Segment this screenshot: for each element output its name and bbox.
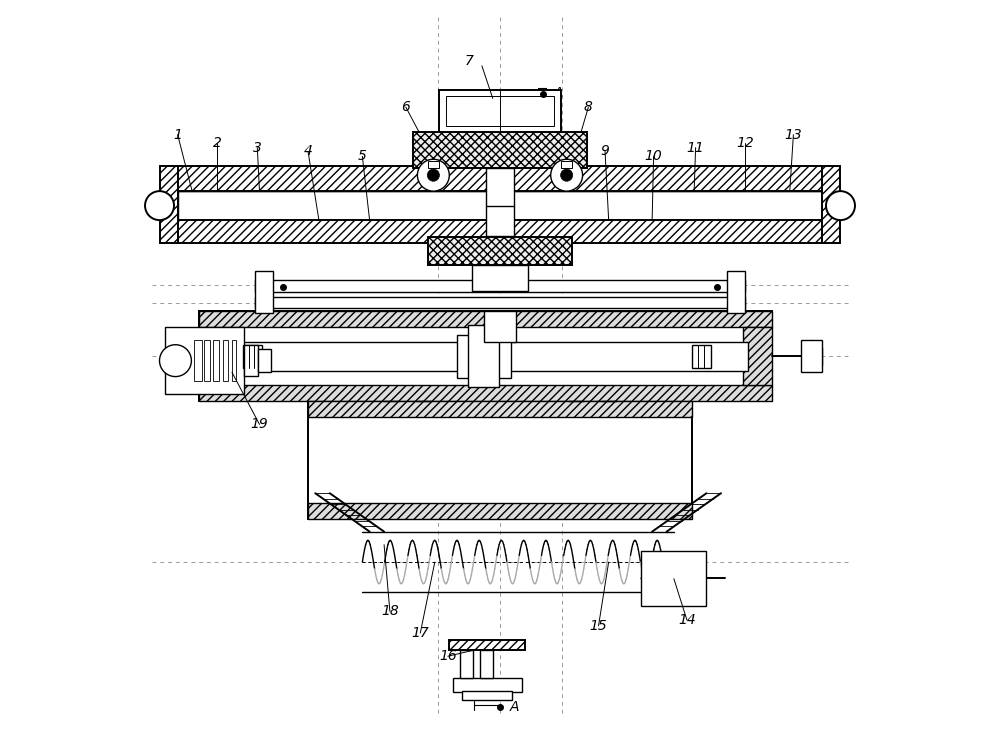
Text: 11: 11 — [687, 141, 704, 155]
Circle shape — [160, 345, 191, 377]
Text: 18: 18 — [381, 604, 399, 618]
Bar — [727, 271, 745, 313]
Circle shape — [551, 159, 583, 191]
Bar — [220, 342, 748, 371]
Bar — [801, 340, 822, 372]
Bar — [255, 297, 745, 309]
Text: B: B — [728, 280, 738, 294]
Text: A: A — [510, 700, 520, 714]
Bar — [199, 385, 772, 402]
Text: 16: 16 — [439, 649, 457, 664]
Bar — [641, 551, 706, 605]
Text: 12: 12 — [736, 137, 754, 150]
Bar — [462, 691, 512, 699]
Bar — [453, 678, 522, 693]
Bar — [446, 96, 554, 126]
Text: 6: 6 — [401, 100, 410, 114]
Text: 15: 15 — [590, 619, 607, 633]
Bar — [199, 336, 217, 376]
Text: B: B — [262, 280, 272, 294]
Bar — [439, 90, 561, 131]
Bar — [468, 325, 499, 387]
Bar — [167, 328, 207, 383]
Bar — [484, 311, 516, 342]
Text: 4: 4 — [304, 145, 312, 158]
Text: 2: 2 — [213, 137, 222, 150]
Bar — [178, 220, 822, 243]
Circle shape — [826, 191, 855, 220]
Text: 5: 5 — [358, 150, 367, 164]
Bar — [428, 161, 439, 168]
Bar — [213, 340, 219, 381]
Bar — [258, 349, 271, 372]
Bar — [165, 327, 244, 394]
Circle shape — [417, 159, 449, 191]
Bar — [160, 166, 178, 243]
Circle shape — [427, 169, 439, 181]
Bar — [428, 237, 572, 265]
Bar — [692, 345, 711, 368]
Bar — [243, 345, 262, 368]
Bar — [308, 402, 692, 518]
Bar — [822, 166, 840, 243]
Text: 1: 1 — [173, 128, 182, 142]
Text: 17: 17 — [411, 626, 429, 640]
Circle shape — [145, 191, 174, 220]
Bar — [199, 311, 772, 326]
Bar — [480, 650, 493, 678]
Bar — [308, 503, 692, 518]
Bar — [308, 402, 692, 417]
Text: 19: 19 — [251, 418, 268, 431]
Bar — [178, 166, 822, 191]
Bar — [413, 131, 587, 168]
Text: 3: 3 — [253, 141, 262, 155]
Bar — [232, 340, 236, 381]
Text: A: A — [554, 85, 563, 99]
Bar — [457, 334, 511, 378]
Bar — [460, 650, 473, 678]
Text: 8: 8 — [584, 100, 593, 114]
Circle shape — [561, 169, 573, 181]
Bar — [561, 161, 572, 168]
Bar — [486, 168, 514, 236]
Bar — [743, 326, 772, 385]
Text: 13: 13 — [785, 128, 802, 142]
Text: 9: 9 — [601, 145, 609, 158]
Bar — [178, 191, 822, 220]
Bar — [199, 311, 772, 402]
Bar — [255, 280, 745, 292]
Bar — [194, 340, 202, 381]
Text: 10: 10 — [645, 150, 662, 164]
Bar — [472, 265, 528, 291]
Bar — [223, 340, 228, 381]
Bar — [204, 340, 210, 381]
Text: 14: 14 — [678, 613, 696, 627]
Bar — [449, 640, 525, 650]
Text: 7: 7 — [465, 54, 474, 68]
Bar — [244, 345, 258, 376]
Bar — [255, 271, 273, 313]
